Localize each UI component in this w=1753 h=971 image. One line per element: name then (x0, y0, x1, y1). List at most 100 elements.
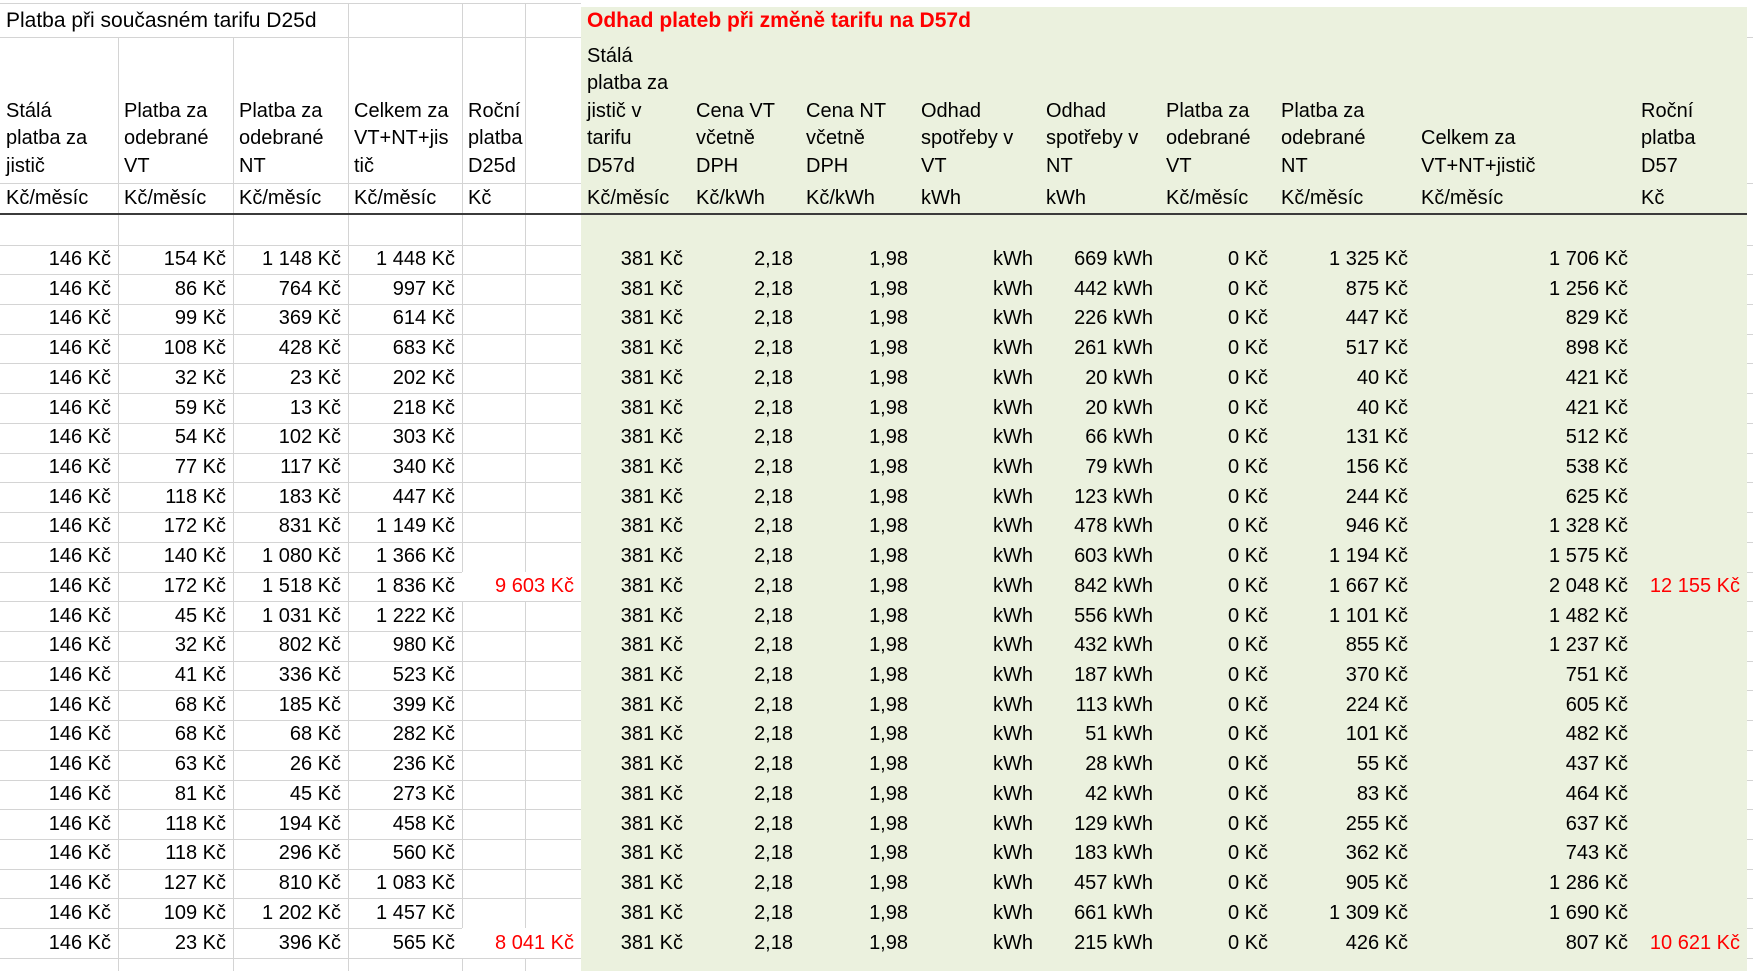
cell-d57d[interactable]: 2,18 (754, 604, 793, 627)
cell-d57d[interactable]: 1,98 (869, 426, 908, 449)
cell-d25d-annual[interactable] (462, 750, 581, 780)
cell-d25d[interactable]: 428 Kč (278, 337, 341, 360)
cell-d57d[interactable]: 215 kWh (1074, 931, 1153, 954)
cell-d57d[interactable]: 1 667 Kč (1329, 574, 1408, 597)
cell-d57d[interactable]: 1 309 Kč (1329, 901, 1408, 924)
cell-d25d[interactable]: 146 Kč (48, 693, 111, 716)
left-column-header[interactable]: Platba za odebrané VT (124, 99, 209, 177)
cell-d57d[interactable]: 855 Kč (1345, 634, 1408, 657)
cell-d25d[interactable]: 458 Kč (392, 812, 455, 835)
cell-d57d[interactable]: 2,18 (754, 574, 793, 597)
cell-d25d-annual[interactable] (462, 334, 581, 364)
cell-d57d[interactable]: 478 kWh (1074, 515, 1153, 538)
cell-d25d[interactable]: 980 Kč (392, 634, 455, 657)
cell-d57d[interactable]: 101 Kč (1345, 723, 1408, 746)
right-column-header[interactable]: Cena NT včetně DPH (806, 99, 887, 177)
right-column-unit[interactable]: Kč/kWh (696, 186, 765, 209)
cell-d25d[interactable]: 1 083 Kč (376, 872, 455, 895)
cell-d25d-annual[interactable] (462, 601, 581, 631)
cell-d25d-annual[interactable] (462, 304, 581, 334)
cell-d57d[interactable]: 1,98 (869, 574, 908, 597)
cell-d57d[interactable]: 1 706 Kč (1549, 247, 1628, 270)
cell-d57d[interactable]: 156 Kč (1345, 455, 1408, 478)
cell-d57d-annual[interactable] (1635, 690, 1747, 720)
cell-d57d[interactable]: 381 Kč (620, 664, 683, 687)
cell-d57d[interactable]: 370 Kč (1345, 664, 1408, 687)
cell-d25d-annual[interactable] (462, 869, 581, 899)
cell-d57d[interactable]: 55 Kč (1356, 753, 1408, 776)
cell-d57d[interactable]: 1,98 (869, 515, 908, 538)
cell-d25d-annual[interactable] (462, 661, 581, 691)
cell-d57d-annual[interactable]: 10 621 Kč (1649, 931, 1740, 954)
right-column-unit[interactable]: Kč/měsíc (1421, 186, 1504, 209)
cell-d57d[interactable]: kWh (993, 693, 1033, 716)
right-column-header[interactable]: Platba za odebrané VT (1166, 99, 1251, 177)
left-column-header[interactable]: Stálá platba za jistič (6, 99, 88, 177)
cell-d25d[interactable]: 146 Kč (48, 753, 111, 776)
cell-d57d-annual[interactable] (1635, 869, 1747, 899)
left-section-title[interactable]: Platba při současném tarifu D25d (6, 8, 317, 32)
cell-d25d[interactable]: 1 149 Kč (376, 515, 455, 538)
right-section-title[interactable]: Odhad plateb při změně tarifu na D57d (587, 8, 971, 32)
cell-d25d-annual[interactable] (462, 690, 581, 720)
cell-d57d-annual[interactable] (1635, 274, 1747, 304)
cell-d25d[interactable]: 146 Kč (48, 931, 111, 954)
cell-d25d[interactable]: 183 Kč (278, 485, 341, 508)
cell-d57d[interactable]: 261 kWh (1074, 337, 1153, 360)
cell-d57d-annual[interactable] (1635, 453, 1747, 483)
cell-d25d[interactable]: 99 Kč (174, 307, 226, 330)
cell-d25d[interactable]: 146 Kč (48, 366, 111, 389)
left-column-unit[interactable]: Kč/měsíc (239, 186, 322, 209)
cell-d25d[interactable]: 560 Kč (392, 842, 455, 865)
cell-d25d[interactable]: 1 202 Kč (262, 901, 341, 924)
left-column-unit[interactable]: Kč/měsíc (124, 186, 207, 209)
cell-d25d[interactable]: 614 Kč (392, 307, 455, 330)
cell-d57d[interactable]: 0 Kč (1227, 247, 1268, 270)
cell-d25d[interactable]: 81 Kč (174, 782, 226, 805)
cell-d25d[interactable]: 146 Kč (48, 872, 111, 895)
cell-d57d[interactable]: 0 Kč (1227, 812, 1268, 835)
cell-d57d[interactable]: 0 Kč (1227, 366, 1268, 389)
right-column-header[interactable]: Odhad spotřeby v NT (1046, 99, 1139, 177)
cell-d57d[interactable]: 1,98 (869, 782, 908, 805)
cell-d57d[interactable]: kWh (993, 247, 1033, 270)
cell-d25d[interactable]: 369 Kč (278, 307, 341, 330)
cell-d57d[interactable]: 743 Kč (1565, 842, 1628, 865)
cell-d25d-annual[interactable] (462, 423, 581, 453)
cell-d57d[interactable]: 1,98 (869, 753, 908, 776)
cell-d57d[interactable]: 829 Kč (1565, 307, 1628, 330)
cell-d25d[interactable]: 140 Kč (163, 545, 226, 568)
cell-d25d[interactable]: 146 Kč (48, 901, 111, 924)
cell-d57d[interactable]: 0 Kč (1227, 604, 1268, 627)
cell-d57d[interactable]: kWh (993, 277, 1033, 300)
cell-d57d[interactable]: kWh (993, 842, 1033, 865)
cell-d25d-annual[interactable] (462, 363, 581, 393)
cell-d25d[interactable]: 282 Kč (392, 723, 455, 746)
cell-d57d[interactable]: 0 Kč (1227, 545, 1268, 568)
cell-d25d[interactable]: 1 031 Kč (262, 604, 341, 627)
cell-d57d[interactable]: 2,18 (754, 366, 793, 389)
cell-d25d[interactable]: 296 Kč (278, 842, 341, 865)
cell-d57d[interactable]: 51 kWh (1085, 723, 1153, 746)
cell-d57d[interactable]: kWh (993, 634, 1033, 657)
cell-d57d[interactable]: 421 Kč (1565, 366, 1628, 389)
cell-d57d[interactable]: 226 kWh (1074, 307, 1153, 330)
cell-d57d-annual[interactable] (1635, 720, 1747, 750)
cell-d57d[interactable]: 381 Kč (620, 307, 683, 330)
cell-d25d[interactable]: 45 Kč (174, 604, 226, 627)
cell-d25d[interactable]: 764 Kč (278, 277, 341, 300)
left-column-header[interactable]: Celkem za VT+NT+jis tič (354, 99, 449, 177)
cell-d57d[interactable]: 603 kWh (1074, 545, 1153, 568)
cell-d57d[interactable]: 20 kWh (1085, 366, 1153, 389)
cell-d57d[interactable]: 40 Kč (1356, 366, 1408, 389)
right-column-header[interactable]: Platba za odebrané NT (1281, 99, 1366, 177)
cell-d57d[interactable]: 842 kWh (1074, 574, 1153, 597)
cell-d57d[interactable]: 40 Kč (1356, 396, 1408, 419)
cell-d25d[interactable]: 118 Kč (165, 812, 226, 835)
cell-d25d[interactable]: 23 Kč (289, 366, 341, 389)
cell-d57d[interactable]: 1,98 (869, 604, 908, 627)
cell-d57d[interactable]: 381 Kč (620, 574, 683, 597)
cell-d57d[interactable]: 255 Kč (1345, 812, 1408, 835)
cell-d25d[interactable]: 1 148 Kč (262, 247, 341, 270)
cell-d25d[interactable]: 396 Kč (278, 931, 341, 954)
